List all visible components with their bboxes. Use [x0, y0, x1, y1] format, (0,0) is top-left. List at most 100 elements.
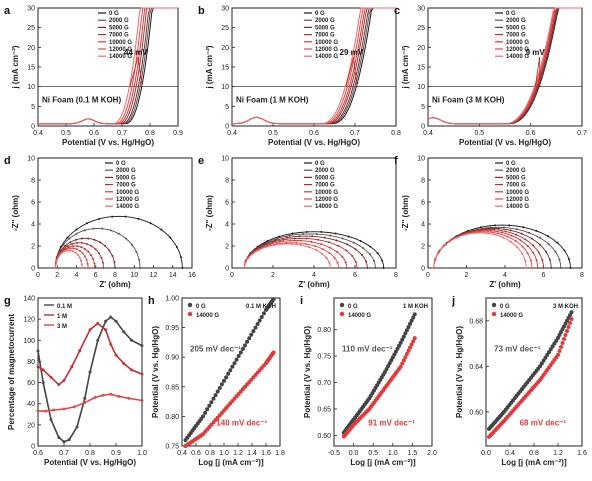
nyquist-point	[347, 235, 350, 238]
nyquist-point	[328, 261, 331, 264]
y-tick-label: 25	[221, 25, 229, 32]
tafel-point	[403, 331, 408, 336]
magnetocurrent-point	[109, 392, 113, 396]
overpotential-annotation: 29 mV	[340, 48, 364, 57]
nyquist-point	[509, 240, 512, 243]
tafel-point	[406, 348, 411, 353]
nyquist-point	[138, 258, 141, 261]
nyquist-point	[314, 245, 317, 248]
nyquist-point	[83, 247, 86, 250]
nyquist-point	[251, 252, 254, 255]
legend-entry: 10000 G	[315, 190, 338, 196]
nyquist-point	[545, 250, 548, 253]
magnetocurrent-point	[101, 393, 105, 397]
nyquist-point	[455, 236, 458, 239]
tafel-point	[226, 371, 231, 376]
nyquist-point	[76, 245, 79, 248]
legend-title: 1 M KOH	[403, 304, 428, 310]
nyquist-point	[92, 227, 95, 230]
magnetocurrent-point	[72, 405, 76, 409]
nyquist-point	[504, 230, 507, 233]
x-tick-label: 1.8	[275, 450, 285, 457]
tafel-point	[539, 361, 544, 366]
tafel-point	[232, 361, 237, 366]
x-tick-label: 0.5	[368, 450, 378, 457]
lsv-series-0	[427, 7, 582, 125]
nyquist-point	[536, 267, 539, 269]
nyquist-point	[247, 257, 250, 260]
y-tick-label: 15	[417, 65, 425, 72]
nyquist-point	[135, 250, 138, 253]
y-tick-label: 0.68	[469, 318, 483, 325]
legend-entry: 10000 G	[506, 190, 529, 196]
y-tick-label: 20	[417, 45, 425, 52]
nyquist-point	[264, 246, 267, 249]
nyquist-point	[244, 261, 247, 264]
x-tick-label: 8	[394, 272, 398, 279]
legend-entry: 12000 G	[315, 47, 338, 53]
x-tick-label: 0.5	[474, 130, 484, 137]
lsv-series-1	[232, 7, 396, 125]
legend-entry: 10000 G	[116, 190, 139, 196]
nyquist-point	[76, 253, 79, 256]
nyquist-point	[55, 259, 58, 262]
lsv-series-0	[232, 7, 396, 125]
tafel-point	[560, 340, 565, 345]
legend-entry: 2000 G	[315, 18, 335, 24]
y-axis-label: Percentage of magnetocurrent	[7, 314, 16, 430]
y-tick-label: 5	[225, 104, 229, 111]
tafel-point	[249, 332, 254, 337]
tafel-point	[228, 368, 233, 373]
nyquist-point	[66, 236, 69, 239]
y-tick-label: 5	[421, 104, 425, 111]
nyquist-point	[323, 236, 326, 239]
nyquist-series-5	[433, 231, 533, 269]
nyquist-point	[327, 241, 330, 244]
legend-entry: 0 G	[315, 161, 325, 167]
nyquist-point	[74, 238, 77, 241]
x-tick-label: 2	[271, 272, 275, 279]
nyquist-point	[257, 249, 260, 252]
lsv-series-3	[427, 7, 582, 125]
legend-entry: 0 G	[500, 304, 510, 310]
nyquist-point	[563, 249, 566, 252]
magnetocurrent-point	[57, 383, 61, 387]
nyquist-point	[78, 249, 81, 252]
lsv-series-5	[427, 7, 582, 125]
magnetocurrent-point	[122, 362, 126, 366]
magnetocurrent-point	[127, 396, 131, 400]
nyquist-point	[441, 246, 444, 249]
legend-entry: 0 G	[196, 304, 206, 310]
nyquist-point	[509, 229, 512, 232]
x-axis-label: Log [j (mA cm⁻²)]	[198, 458, 264, 467]
legend-entry: 14000 G	[315, 204, 338, 210]
x-tick-label: 2.0	[427, 450, 437, 457]
nyquist-point	[299, 243, 302, 246]
magnetocurrent-point	[36, 409, 40, 413]
nyquist-point	[366, 267, 369, 269]
x-tick-label: -0.5	[328, 450, 340, 457]
magnetocurrent-point	[62, 378, 66, 382]
legend-entry: 10000 G	[315, 40, 338, 46]
nyquist-point	[90, 254, 93, 257]
legend-marker	[187, 311, 193, 317]
lsv-series-3	[38, 7, 178, 125]
x-tick-label: 1.2	[233, 450, 243, 457]
nyquist-point	[558, 258, 561, 261]
y-tick-label: 30	[27, 6, 35, 13]
y-tick-label: 0.75	[317, 354, 331, 361]
annotation-arrow	[137, 57, 143, 87]
y-tick-label: 4	[225, 222, 229, 229]
nyquist-point	[86, 262, 89, 265]
nyquist-point	[476, 230, 479, 233]
legend-marker	[339, 302, 345, 308]
tafel-point	[207, 403, 212, 408]
y-axis-label: -Z'' (ohm)	[205, 195, 214, 231]
nyquist-point	[101, 227, 104, 230]
nyquist-point	[376, 252, 379, 255]
y-tick-label: 0.60	[317, 433, 331, 440]
x-axis-label: Z' (ohm)	[489, 280, 521, 289]
magnetocurrent-point	[96, 338, 100, 342]
nyquist-point	[54, 263, 57, 266]
nyquist-point	[530, 267, 533, 269]
